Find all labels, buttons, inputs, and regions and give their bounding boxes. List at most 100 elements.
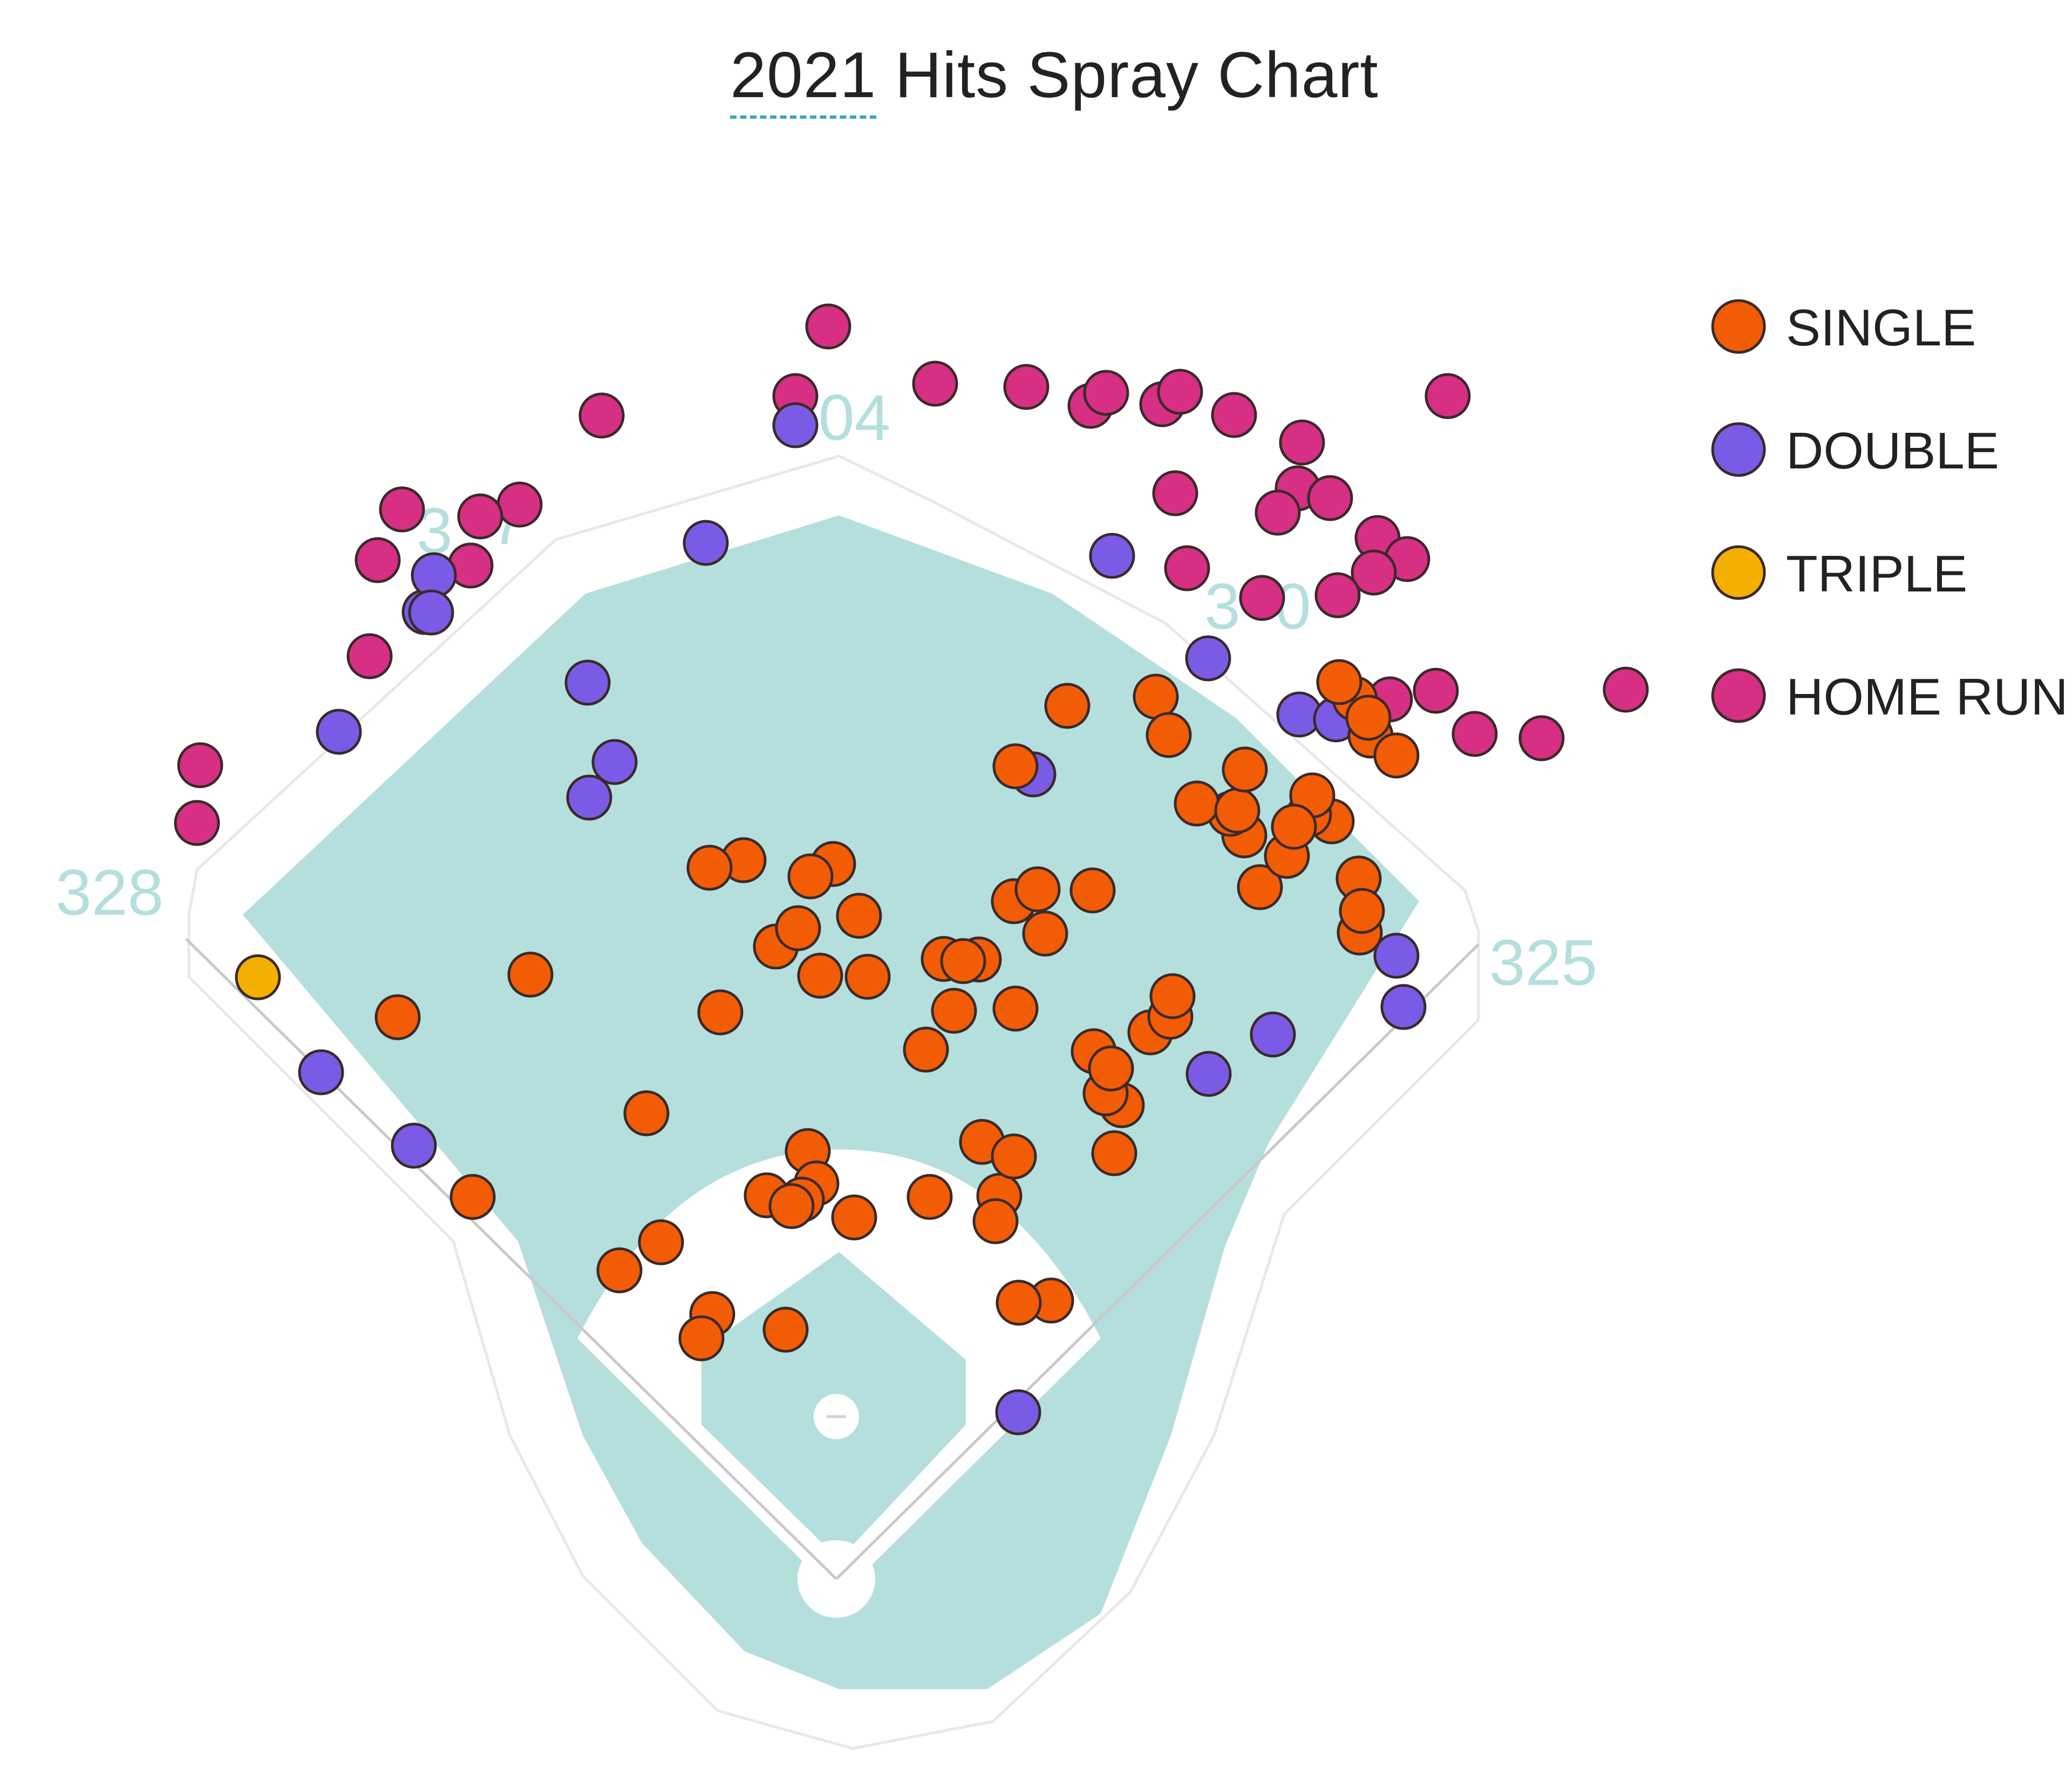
home-run-hit-point[interactable] xyxy=(1603,666,1649,713)
home-run-hit-point[interactable] xyxy=(912,360,958,407)
home-run-hit-point[interactable] xyxy=(346,633,393,679)
single-hit-point[interactable] xyxy=(1088,1045,1134,1092)
home-run-hit-point[interactable] xyxy=(355,537,401,583)
stadium-outline xyxy=(187,454,1480,1750)
legend-item-single[interactable]: SINGLE xyxy=(1711,299,1976,357)
single-hit-point[interactable] xyxy=(1044,683,1090,729)
chart-title-text: Hits Spray Chart xyxy=(876,39,1379,111)
single-hit-point[interactable] xyxy=(940,938,986,984)
home-run-hit-point[interactable] xyxy=(1451,711,1498,757)
single-hit-point[interactable] xyxy=(992,985,1039,1032)
single-hit-point[interactable] xyxy=(797,952,843,999)
home-run-hit-point[interactable] xyxy=(1351,549,1397,596)
double-hit-point[interactable] xyxy=(1380,984,1427,1030)
legend-item-home-run[interactable]: HOME RUN xyxy=(1711,668,2068,726)
outfield-grass xyxy=(243,515,1419,1689)
double-hit-point[interactable] xyxy=(298,1049,344,1095)
single-hit-point[interactable] xyxy=(972,1198,1019,1244)
single-hit-point[interactable] xyxy=(638,1219,684,1265)
double-hit-point[interactable] xyxy=(591,739,638,785)
single-hit-point[interactable] xyxy=(1271,804,1317,850)
home-run-hit-point[interactable] xyxy=(1518,715,1565,761)
home-run-hit-point[interactable] xyxy=(1164,545,1210,591)
triple-hit-point[interactable] xyxy=(235,954,281,1001)
legend-label: HOME RUN xyxy=(1786,668,2068,726)
home-run-hit-point[interactable] xyxy=(1279,419,1325,466)
home-run-hit-point[interactable] xyxy=(1157,369,1203,415)
single-hit-point[interactable] xyxy=(768,1183,815,1229)
single-hit-point[interactable] xyxy=(762,1306,809,1353)
single-hit-point[interactable] xyxy=(697,989,744,1036)
double-hit-point[interactable] xyxy=(683,520,729,566)
home-run-hit-point[interactable] xyxy=(1152,470,1198,516)
home-run-hit-point[interactable] xyxy=(1314,572,1361,618)
single-hit-point[interactable] xyxy=(449,1174,496,1220)
chart-title-year[interactable]: 2021 xyxy=(730,39,877,119)
hit-points xyxy=(174,303,1649,1435)
home-run-hit-point[interactable] xyxy=(1239,575,1285,621)
single-hit-point[interactable] xyxy=(1014,866,1061,913)
home-run-hit-point[interactable] xyxy=(1424,373,1471,419)
single-hit-point[interactable] xyxy=(836,893,882,939)
single-hit-point[interactable] xyxy=(623,1090,670,1137)
double-hit-point[interactable] xyxy=(566,774,612,821)
double-hit-point[interactable] xyxy=(408,589,454,636)
single-hit-point[interactable] xyxy=(831,1194,877,1241)
single-hit-point[interactable] xyxy=(1174,780,1220,827)
single-hit-point[interactable] xyxy=(1373,732,1420,779)
single-hit-point[interactable] xyxy=(1091,1130,1137,1176)
home-run-hit-point[interactable] xyxy=(1083,370,1129,416)
single-hit-point[interactable] xyxy=(991,1133,1037,1180)
single-hit-point[interactable] xyxy=(931,988,977,1034)
home-run-hit-point[interactable] xyxy=(379,486,425,533)
double-hit-point[interactable] xyxy=(772,402,819,448)
double-hit-point[interactable] xyxy=(1373,933,1420,979)
home-run-hit-point[interactable] xyxy=(578,392,625,439)
home-run-hit-point[interactable] xyxy=(1003,364,1049,410)
legend-item-triple[interactable]: TRIPLE xyxy=(1711,545,1967,603)
single-hit-point[interactable] xyxy=(992,743,1039,790)
double-hit-point[interactable] xyxy=(1250,1011,1296,1058)
single-hit-point[interactable] xyxy=(678,1315,725,1362)
single-hit-point[interactable] xyxy=(1146,712,1192,758)
double-hit-point[interactable] xyxy=(995,1389,1041,1435)
home-run-hit-point[interactable] xyxy=(174,800,220,846)
home-run-hit-point[interactable] xyxy=(177,742,223,788)
single-hit-point[interactable] xyxy=(374,994,421,1040)
double-hit-point[interactable] xyxy=(1089,533,1135,579)
single-hit-point[interactable] xyxy=(1069,867,1116,914)
single-hit-point[interactable] xyxy=(996,1280,1042,1326)
single-hit-point[interactable] xyxy=(1133,673,1179,720)
double-hit-point[interactable] xyxy=(564,659,611,706)
double-hit-point[interactable] xyxy=(1185,635,1231,682)
single-hit-point[interactable] xyxy=(507,951,554,998)
single-hit-point[interactable] xyxy=(787,853,834,900)
single-hit-point[interactable] xyxy=(1022,910,1068,957)
single-hit-point[interactable] xyxy=(686,845,733,891)
single-hit-point[interactable] xyxy=(1345,695,1392,741)
legend-item-double[interactable]: DOUBLE xyxy=(1711,422,1999,480)
single-hit-point[interactable] xyxy=(1316,659,1362,705)
single-hit-point[interactable] xyxy=(906,1174,953,1220)
double-hit-point[interactable] xyxy=(1185,1051,1232,1097)
single-hit-point[interactable] xyxy=(775,905,821,951)
single-hit-point[interactable] xyxy=(903,1026,949,1073)
home-run-hit-point[interactable] xyxy=(1307,475,1353,521)
home-run-hit-point[interactable] xyxy=(1211,392,1257,438)
home-run-hit-point[interactable] xyxy=(457,493,503,540)
single-hit-point[interactable] xyxy=(1237,864,1283,910)
single-hit-point[interactable] xyxy=(1149,973,1196,1019)
legend-swatch xyxy=(1711,422,1766,477)
single-hit-point[interactable] xyxy=(1339,888,1385,934)
single-hit-point[interactable] xyxy=(1214,787,1260,834)
home-run-hit-point[interactable] xyxy=(496,481,543,528)
home-run-hit-point[interactable] xyxy=(1255,489,1301,536)
legend-label: DOUBLE xyxy=(1786,422,1999,480)
double-hit-point[interactable] xyxy=(316,709,362,755)
single-hit-point[interactable] xyxy=(1222,746,1268,793)
home-run-hit-point[interactable] xyxy=(805,303,851,350)
single-hit-point[interactable] xyxy=(844,954,891,1000)
single-hit-point[interactable] xyxy=(596,1247,643,1294)
double-hit-point[interactable] xyxy=(391,1122,437,1169)
home-run-hit-point[interactable] xyxy=(1413,668,1459,714)
